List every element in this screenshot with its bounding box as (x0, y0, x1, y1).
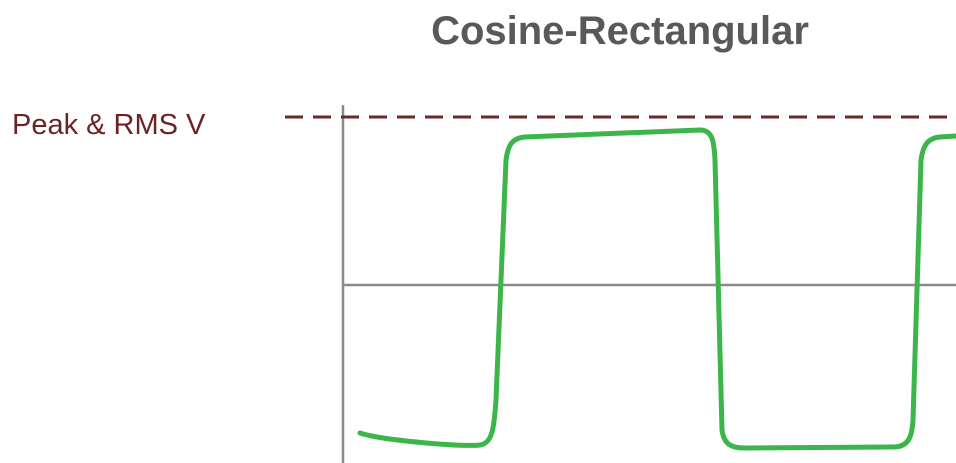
title: Cosine-Rectangular (431, 9, 809, 53)
peak-label: Peak & RMS V (12, 109, 206, 141)
waveform (357, 127, 956, 451)
